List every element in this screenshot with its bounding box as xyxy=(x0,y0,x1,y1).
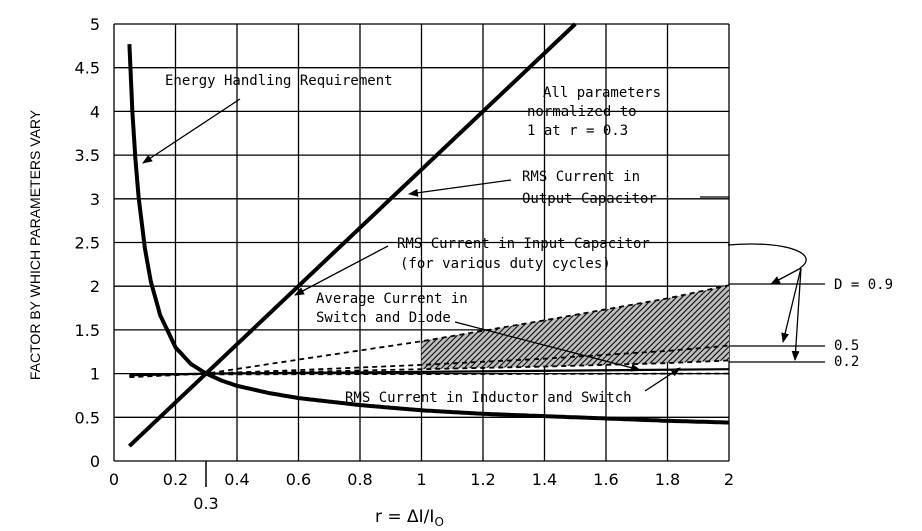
annotation-output-cap-1: RMS Current in xyxy=(522,169,640,185)
annotation-energy: Energy Handling Requirement xyxy=(165,73,393,89)
series-rms-current-in-output-capacitor xyxy=(128,22,577,448)
input-cap-bracket xyxy=(727,243,807,269)
annotation-normalized-3: 1 at r = 0.3 xyxy=(527,123,628,139)
x-tick-label: 1.4 xyxy=(532,470,557,489)
y-tick-label: 1 xyxy=(90,365,100,384)
arrow-output-cap xyxy=(408,179,512,197)
x-tick-label: 0 xyxy=(109,470,119,489)
arrow-rms-inductor-2 xyxy=(644,367,681,392)
x-tick-label: 1.6 xyxy=(593,470,618,489)
series-energy-handling-requirement xyxy=(127,44,729,425)
x-tick-label: 1 xyxy=(416,470,426,489)
x-tick-label: 1.2 xyxy=(470,470,495,489)
shaded-region xyxy=(421,285,729,370)
annotation-rms-inductor: RMS Current in Inductor and Switch xyxy=(345,390,632,406)
y-tick-label: 1.5 xyxy=(75,321,100,340)
x-axis-title-sub: O xyxy=(434,515,443,529)
series-layer xyxy=(127,22,730,448)
tick-label-layer: 0 0.2 0.4 0.6 0.8 1 1.2 1.4 1.6 1.8 2 0 0.5 1 1.5 2 2.5 3… xyxy=(75,15,735,489)
y-tick-label: 4 xyxy=(90,102,100,121)
x-highlight-label: 0.3 xyxy=(193,494,218,513)
arrow-d05 xyxy=(781,267,802,343)
x-tick-label: 1.8 xyxy=(655,470,680,489)
y-tick-label: 3 xyxy=(90,190,100,209)
x-tick-label: 0.4 xyxy=(224,470,249,489)
d-label-0.9: D = 0.9 xyxy=(834,277,893,293)
y-tick-label: 3.5 xyxy=(75,146,100,165)
x-axis-title-main: r = ΔI/I xyxy=(375,507,434,527)
arrow-input-cap xyxy=(294,245,389,296)
x-tick-label: 2 xyxy=(724,470,734,489)
arrow-d02 xyxy=(791,267,802,361)
y-tick-label: 2.5 xyxy=(75,234,100,253)
y-tick-label: 4.5 xyxy=(75,59,100,78)
x-tick-label: 0.2 xyxy=(163,470,188,489)
d-label-0.5: 0.5 xyxy=(834,338,859,354)
annotation-output-cap-2: Output Capacitor xyxy=(522,191,657,207)
series-rms-current-in-inductor-and-switch xyxy=(129,368,730,377)
annotation-normalized-1: All parameters xyxy=(543,85,661,101)
arrow-d09 xyxy=(770,267,802,285)
y-tick-label: 5 xyxy=(90,15,100,34)
x-axis-title: r = ΔI/IO xyxy=(375,507,444,529)
y-tick-label: 2 xyxy=(90,277,100,296)
y-axis-title: FACTOR BY WHICH PARAMETERS VARY xyxy=(27,109,43,380)
annotation-avg-current-1: Average Current in xyxy=(316,291,468,307)
arrow-avg-current xyxy=(454,321,641,372)
arrow-energy xyxy=(142,98,241,164)
x-tick-label: 0.8 xyxy=(347,470,372,489)
shaded-region-layer xyxy=(421,285,729,370)
x-tick-label: 0.6 xyxy=(286,470,311,489)
annotation-input-cap-1: RMS Current in Input Capacitor xyxy=(397,236,650,252)
annotation-normalized-2: normalized to xyxy=(527,104,637,120)
d-label-0.2: 0.2 xyxy=(834,354,859,370)
y-tick-label: 0.5 xyxy=(75,408,100,427)
y-tick-label: 0 xyxy=(90,452,100,471)
annotation-avg-current-2: Switch and Diode xyxy=(316,310,451,326)
annotation-input-cap-2: (for various duty cycles) xyxy=(400,256,611,272)
arrow-energy-2 xyxy=(235,99,325,130)
